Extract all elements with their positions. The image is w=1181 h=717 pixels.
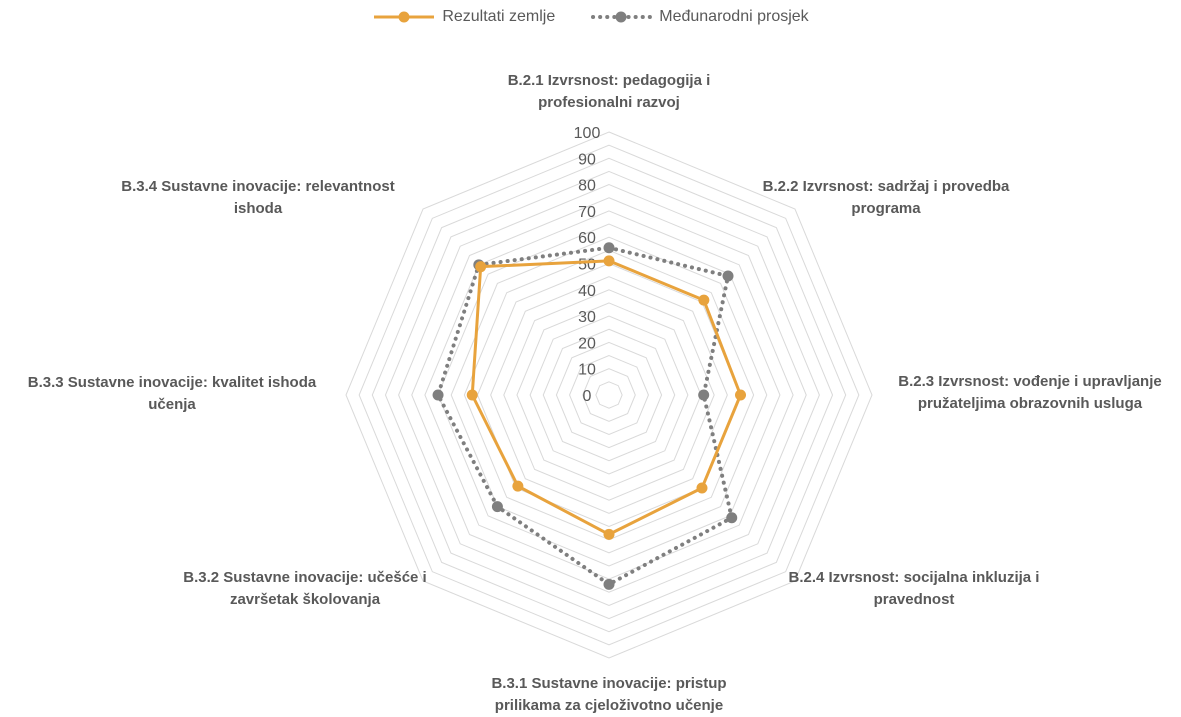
gridline-40 (503, 289, 715, 501)
data-point-average-5 (491, 501, 503, 513)
gridline-60 (450, 236, 768, 554)
axis-label-b22: B.2.2 Izvrsnost: sadržaj i provedba prog… (762, 178, 1010, 217)
axis-label-b31: B.3.1 Sustavne inovacije: pristup prilik… (491, 675, 727, 714)
axis-label-b33: B.3.3 Sustavne inovacije: kvalitet ishod… (27, 374, 317, 413)
gridline-90 (371, 157, 847, 633)
gridline-85 (384, 170, 834, 620)
gridline-10 (582, 368, 636, 422)
gridline-65 (437, 223, 781, 567)
data-point-average-6 (432, 389, 444, 401)
data-point-country-6 (466, 389, 478, 401)
gridline-50 (476, 262, 742, 528)
gridline-45 (490, 276, 728, 514)
gridline-100 (345, 131, 873, 659)
axis-label-b32: B.3.2 Sustavne inovacije: učešće i završ… (183, 569, 427, 608)
tick-label-40: 40 (578, 283, 596, 300)
data-point-average-2 (698, 389, 710, 401)
gridline-30 (529, 315, 689, 475)
gridline-15 (569, 355, 649, 435)
data-point-country-2 (735, 389, 746, 401)
tick-label-20: 20 (578, 335, 596, 352)
gridline-25 (542, 328, 676, 462)
gridline-80 (398, 184, 820, 606)
gridline-95 (358, 144, 860, 646)
tick-label-10: 10 (578, 362, 596, 379)
data-point-country-7 (475, 261, 487, 273)
data-point-country-3 (696, 482, 708, 494)
gridline-35 (516, 302, 702, 488)
data-point-country-4 (603, 528, 615, 540)
gridline-55 (463, 249, 755, 541)
tick-label-80: 80 (578, 178, 596, 195)
legend-item-average: Međunarodni prosjek (589, 8, 809, 26)
tick-label-50: 50 (578, 257, 596, 274)
data-point-average-1 (722, 270, 734, 282)
gridline-75 (411, 197, 807, 593)
axis-label-b24: B.2.4 Izvrsnost: socijalna inkluzija i p… (788, 569, 1040, 608)
tick-label-100: 100 (574, 125, 601, 142)
tick-label-30: 30 (578, 309, 596, 326)
data-point-country-0 (603, 255, 615, 267)
data-point-country-1 (698, 294, 710, 306)
tick-label-90: 90 (578, 151, 596, 168)
legend-marker-average (591, 11, 654, 23)
legend: Rezultati zemlje Međunarodni prosjek (0, 8, 1181, 26)
axis-label-b23: B.2.3 Izvrsnost: vođenje i upravljanje p… (898, 373, 1162, 412)
data-point-average-4 (603, 578, 615, 590)
legend-item-country: Rezultati zemlje (372, 8, 555, 26)
legend-marker-country (374, 11, 435, 23)
data-point-average-3 (726, 512, 738, 524)
axis-label-b21: B.2.1 Izvrsnost: pedagogija i profesiona… (507, 72, 711, 111)
tick-label-70: 70 (578, 204, 596, 221)
gridline-5 (595, 381, 623, 409)
data-point-country-5 (512, 480, 524, 492)
tick-label-60: 60 (578, 230, 596, 247)
legend-label-country: Rezultati zemlje (442, 8, 556, 25)
data-point-average-0 (603, 242, 615, 254)
tick-label-0: 0 (583, 388, 592, 405)
axis-label-b34: B.3.4 Sustavne inovacije: relevantnost i… (121, 178, 395, 217)
legend-label-average: Međunarodni prosjek (659, 8, 809, 25)
gridline-20 (555, 341, 663, 449)
